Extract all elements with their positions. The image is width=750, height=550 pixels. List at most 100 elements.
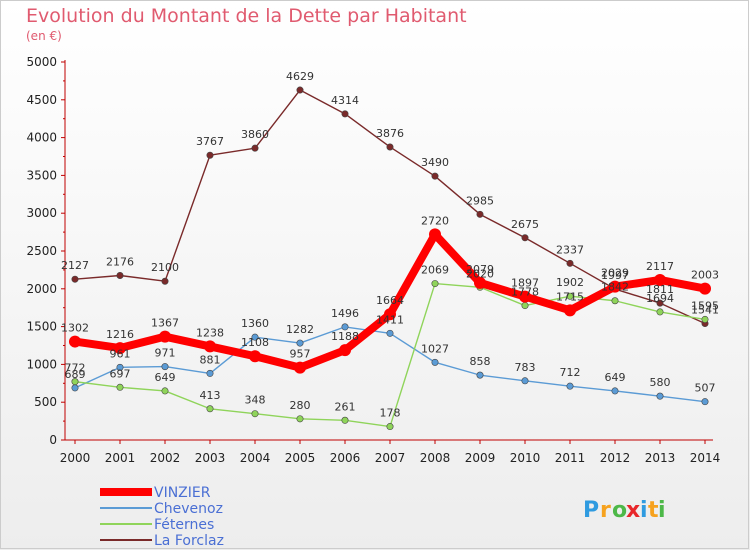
data-label: 2029 xyxy=(601,267,629,280)
data-point xyxy=(656,299,664,307)
data-label: 2985 xyxy=(466,194,494,207)
data-label: 413 xyxy=(200,389,221,402)
data-label: 1595 xyxy=(691,299,719,312)
data-point xyxy=(474,276,486,289)
data-point xyxy=(341,323,349,331)
data-point xyxy=(429,228,441,241)
data-label: 2069 xyxy=(421,264,449,277)
axes: 0 500 1000 1500 2000 2500 3000 3500 4000 4500 5000… xyxy=(26,55,720,465)
x-tick-label: 2014 xyxy=(690,451,721,465)
y-tick-label: 0 xyxy=(49,433,57,447)
data-point xyxy=(609,280,621,293)
data-label: 1108 xyxy=(241,336,269,349)
data-label: 971 xyxy=(155,347,176,360)
data-label: 2720 xyxy=(421,214,449,227)
logo-letter: o xyxy=(612,498,627,523)
data-label: 712 xyxy=(560,366,581,379)
x-tick-label: 2012 xyxy=(600,451,631,465)
data-label: 1188 xyxy=(331,330,359,343)
data-label: 649 xyxy=(605,371,626,384)
data-point xyxy=(159,330,171,343)
data-label: 3860 xyxy=(241,128,269,141)
data-label: 783 xyxy=(515,361,536,374)
data-point xyxy=(69,335,81,348)
data-label: 697 xyxy=(110,367,131,380)
data-label: 1541 xyxy=(691,304,719,317)
data-label: 649 xyxy=(155,371,176,384)
data-point xyxy=(249,350,261,363)
data-label: 348 xyxy=(245,394,266,407)
legend-label: Féternes xyxy=(154,517,214,533)
data-label: 178 xyxy=(380,407,401,420)
data-point xyxy=(699,282,711,295)
data-label: 2675 xyxy=(511,218,539,231)
x-tick-label: 2002 xyxy=(150,451,181,465)
x-tick-label: 2013 xyxy=(645,451,676,465)
data-point xyxy=(339,344,351,357)
data-label: 1811 xyxy=(646,283,674,296)
x-tick-label: 2006 xyxy=(330,451,361,465)
legend-label: La Forclaz xyxy=(154,533,224,549)
data-label: 2003 xyxy=(691,269,719,282)
data-point xyxy=(161,387,169,395)
logo-letter: i xyxy=(640,498,648,523)
y-tick-label: 1500 xyxy=(26,320,57,334)
data-point xyxy=(296,415,304,423)
data-label: 280 xyxy=(290,399,311,412)
data-point xyxy=(566,259,574,267)
x-tick-label: 2009 xyxy=(465,451,496,465)
data-point xyxy=(116,363,124,371)
data-point xyxy=(161,277,169,285)
data-labels: 2127 2176 2100 3767 3860 4629 4314 3876 3490 2985… xyxy=(61,70,719,419)
data-point xyxy=(71,275,79,283)
data-label: 3876 xyxy=(376,127,404,140)
y-tick-label: 2500 xyxy=(26,244,57,258)
y-tick-label: 1000 xyxy=(26,357,57,371)
data-label: 1715 xyxy=(556,290,584,303)
y-tick-label: 2000 xyxy=(26,282,57,296)
x-tick-label: 2003 xyxy=(195,451,226,465)
legend-label: VINZIER xyxy=(154,485,211,501)
data-label: 881 xyxy=(200,353,221,366)
x-tick-label: 2010 xyxy=(510,451,541,465)
data-point xyxy=(431,280,439,288)
data-label: 2337 xyxy=(556,243,584,256)
y-tick-label: 3500 xyxy=(26,168,57,182)
data-point xyxy=(521,302,529,310)
data-point xyxy=(611,387,619,395)
series-points xyxy=(69,86,711,431)
data-point xyxy=(341,416,349,424)
data-point xyxy=(114,342,126,355)
data-label: 2100 xyxy=(151,261,179,274)
x-tick-label: 2008 xyxy=(420,451,451,465)
data-point xyxy=(566,382,574,390)
data-label: 507 xyxy=(695,382,716,395)
data-label: 1411 xyxy=(376,313,404,326)
x-tick-label: 2005 xyxy=(285,451,316,465)
data-label: 1302 xyxy=(61,322,89,335)
data-point xyxy=(476,371,484,379)
data-point xyxy=(566,292,574,300)
data-point xyxy=(431,358,439,366)
data-label: 1216 xyxy=(106,328,134,341)
data-label: 1282 xyxy=(286,323,314,336)
x-tick-label: 2001 xyxy=(105,451,136,465)
data-label: 961 xyxy=(110,347,131,360)
logo-letter: t xyxy=(648,498,659,523)
data-point xyxy=(519,290,531,303)
data-point xyxy=(386,423,394,431)
x-tick-label: 2000 xyxy=(60,451,91,465)
y-tick-label: 5000 xyxy=(26,55,57,69)
data-label: 2020 xyxy=(466,267,494,280)
data-point xyxy=(384,308,396,321)
data-point xyxy=(71,378,79,386)
x-tick-label: 2011 xyxy=(555,451,586,465)
data-point xyxy=(611,297,619,305)
data-label: 1778 xyxy=(511,286,539,299)
data-label: 1027 xyxy=(421,342,449,355)
data-label: 1902 xyxy=(556,276,584,289)
